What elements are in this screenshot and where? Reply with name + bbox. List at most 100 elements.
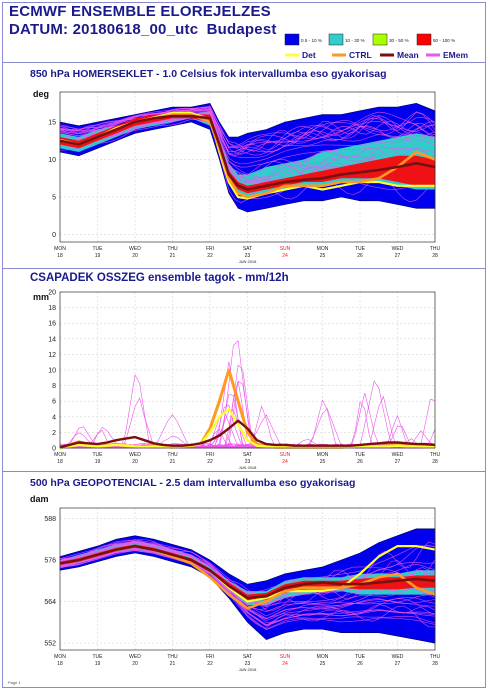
precip-series-mean: [59, 419, 436, 449]
subtitle-city: Budapest: [206, 21, 277, 38]
x-tick-day: WED: [392, 452, 404, 458]
page-footer: Page 1: [8, 680, 21, 685]
legend-line-label-det: Det: [302, 50, 316, 60]
subtitle-date: 20180618_00_utc: [72, 21, 199, 38]
legend-swatch-3: [416, 33, 432, 46]
x-tick-day: SUN: [280, 246, 291, 252]
x-tick-day: THU: [430, 246, 441, 252]
x-tick-date: 23: [245, 661, 251, 667]
page-title: ECMWF ENSEMBLE ELOREJELZES: [9, 3, 271, 20]
y-tick-label: 14: [48, 336, 56, 343]
x-tick-date: 20: [132, 661, 138, 667]
x-tick-day: FRI: [206, 246, 214, 252]
y-tick-label: 588: [44, 516, 56, 523]
temperature-member-line: [59, 109, 436, 148]
legend-label-0: 0.5 - 10 %: [301, 38, 322, 43]
x-tick-day: WED: [129, 246, 141, 252]
x-tick-day: MON: [317, 452, 329, 458]
x-tick-date: 25: [320, 253, 326, 259]
x-tick-day: FRI: [206, 654, 214, 660]
x-tick-date: 24: [282, 459, 288, 465]
chart-precipitation: 02468101214161820mmMON18TUE19WED20THU21F…: [33, 290, 441, 471]
y-tick-label: 18: [48, 305, 56, 312]
x-axis-month: JUN 2018: [239, 259, 258, 264]
plot-border: [59, 291, 436, 449]
x-tick-day: MON: [317, 654, 329, 660]
x-tick-date: 26: [357, 661, 363, 667]
x-tick-day: SAT: [243, 654, 252, 660]
panel-title-geopotential: 500 hPa GEOPOTENCIAL - 2.5 dam intervall…: [30, 477, 356, 489]
legend-line-label-emem: EMem: [443, 50, 468, 60]
x-tick-day: WED: [129, 654, 141, 660]
x-tick-date: 21: [170, 253, 176, 259]
x-tick-date: 18: [57, 661, 63, 667]
x-tick-date: 18: [57, 253, 63, 259]
separator: [2, 62, 486, 63]
panel-title-precipitation: CSAPADEK OSSZEG ensemble tagok - mm/12h: [30, 272, 289, 284]
temperature-member-line: [59, 108, 436, 155]
legend-label-2: 30 - 50 %: [389, 38, 409, 43]
legend-swatch-1: [328, 33, 344, 46]
legend: 0.5 - 10 % 10 - 30 % 30 - 50 % 50 - 100 % De…: [284, 33, 468, 60]
x-tick-day: THU: [167, 654, 178, 660]
x-tick-date: 28: [432, 661, 438, 667]
y-tick-label: 10: [48, 368, 56, 375]
plot-border: [59, 91, 436, 243]
x-axis-month: JUN 2018: [239, 667, 258, 672]
x-tick-date: 22: [207, 459, 213, 465]
x-tick-date: 25: [320, 661, 326, 667]
x-tick-day: MON: [54, 654, 66, 660]
x-tick-date: 26: [357, 459, 363, 465]
legend-line-label-ctrl: CTRL: [349, 50, 372, 60]
y-tick-label: 6: [52, 399, 56, 406]
x-tick-date: 28: [432, 253, 438, 259]
x-tick-day: THU: [167, 452, 178, 458]
legend-label-1: 10 - 30 %: [345, 38, 365, 43]
x-tick-date: 23: [245, 253, 251, 259]
x-tick-day: MON: [317, 246, 329, 252]
legend-swatch-0: [284, 33, 300, 46]
x-tick-date: 21: [170, 661, 176, 667]
temperature-member-line: [59, 106, 436, 156]
y-tick-label: 576: [44, 557, 56, 564]
separator: [2, 471, 486, 472]
x-tick-date: 21: [170, 459, 176, 465]
temperature-y-axis-label: deg: [33, 89, 49, 99]
x-tick-date: 23: [245, 459, 251, 465]
geopotential-member-line: [59, 541, 436, 611]
y-tick-label: 0: [52, 446, 56, 453]
precip-y-axis-label: mm: [33, 292, 49, 302]
legend-line-label-mean: Mean: [397, 50, 419, 60]
page-subtitle: DATUM: 20180618_00_utc Budapest: [9, 21, 277, 38]
x-tick-day: MON: [54, 452, 66, 458]
geopotential-series-mean: [59, 544, 436, 600]
page-frame: [2, 2, 486, 688]
temperature-member-line: [59, 106, 436, 157]
x-tick-date: 19: [95, 253, 101, 259]
y-tick-label: 2: [52, 430, 56, 437]
geopotential-member-line: [59, 549, 436, 631]
y-tick-label: 564: [44, 599, 56, 606]
x-tick-day: SAT: [243, 246, 252, 252]
temperature-member-line: [59, 107, 436, 148]
y-tick-label: 10: [48, 157, 56, 164]
x-tick-day: TUE: [93, 452, 104, 458]
x-tick-date: 19: [95, 459, 101, 465]
y-tick-label: 12: [48, 352, 56, 359]
legend-swatch-2: [372, 33, 388, 46]
y-tick-label: 16: [48, 321, 56, 328]
y-tick-label: 552: [44, 641, 56, 648]
x-tick-date: 27: [395, 253, 401, 259]
x-tick-day: WED: [392, 246, 404, 252]
x-tick-date: 27: [395, 459, 401, 465]
subtitle-prefix: DATUM:: [9, 21, 69, 38]
x-tick-day: TUE: [93, 654, 104, 660]
x-tick-day: TUE: [93, 246, 104, 252]
plot-border: [59, 507, 436, 651]
x-tick-date: 26: [357, 253, 363, 259]
geopotential-member-line: [59, 539, 436, 594]
x-tick-day: THU: [167, 246, 178, 252]
y-tick-label: 20: [48, 290, 56, 297]
x-tick-day: TUE: [355, 246, 366, 252]
panel-title-temperature: 850 hPa HOMERSEKLET - 1.0 Celsius fok in…: [30, 68, 387, 80]
